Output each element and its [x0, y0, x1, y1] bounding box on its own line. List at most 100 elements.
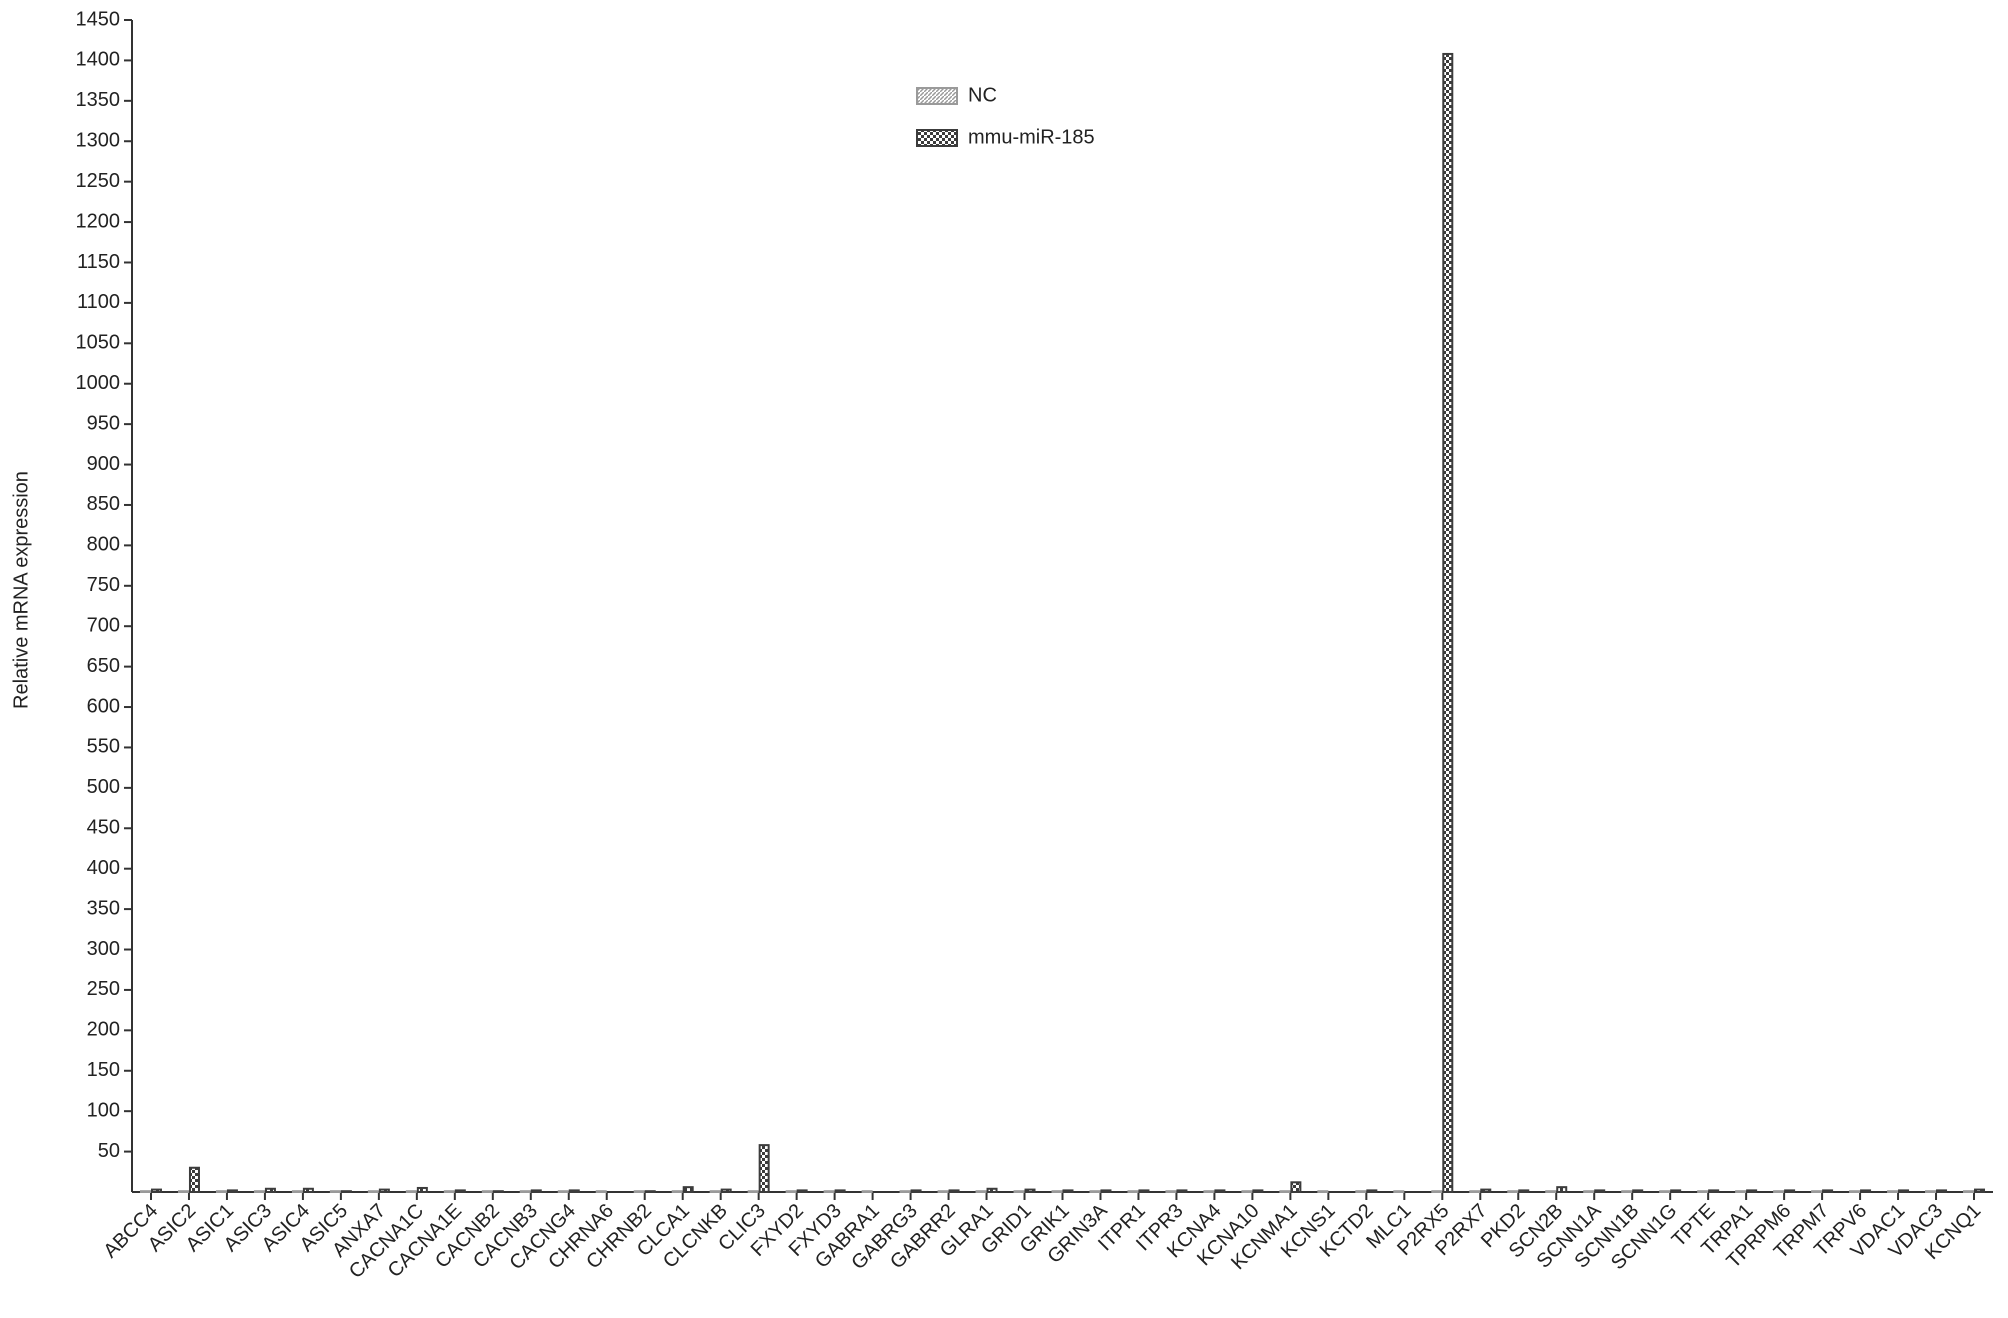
bar: [1393, 1190, 1405, 1194]
bar: [682, 1186, 694, 1194]
y-tick-label: 1250: [76, 170, 121, 192]
bar: [1697, 1190, 1709, 1194]
bar: [1860, 1189, 1872, 1193]
bar: [1735, 1190, 1747, 1194]
bar: [747, 1190, 759, 1194]
bar: [302, 1187, 314, 1193]
bar: [1659, 1190, 1671, 1194]
bar: [758, 1144, 770, 1193]
bar: [1203, 1190, 1215, 1194]
bar: [1936, 1189, 1948, 1193]
bar: [416, 1186, 428, 1193]
legend-label: mmu-miR-185: [968, 126, 1095, 148]
bar: [834, 1189, 846, 1193]
bar: [1176, 1189, 1188, 1193]
bar: [1355, 1190, 1367, 1194]
bar: [568, 1189, 580, 1193]
bar: [1822, 1189, 1834, 1193]
bar: [1621, 1190, 1633, 1194]
bar: [226, 1189, 238, 1193]
bar: [1062, 1189, 1074, 1193]
bar: [1556, 1186, 1568, 1194]
y-tick-label: 950: [87, 412, 120, 434]
y-tick-label: 200: [87, 1019, 120, 1041]
y-tick-label: 850: [87, 493, 120, 515]
bar: [1279, 1190, 1291, 1194]
bar: [443, 1190, 455, 1194]
bar: [1583, 1190, 1595, 1194]
bar: [1963, 1190, 1975, 1194]
y-tick-label: 700: [87, 614, 120, 636]
y-tick-label: 600: [87, 695, 120, 717]
y-tick-label: 550: [87, 736, 120, 758]
y-tick-label: 50: [98, 1140, 120, 1162]
bar: [1089, 1190, 1101, 1194]
bar: [823, 1190, 835, 1194]
bar: [785, 1190, 797, 1194]
bar: [557, 1190, 569, 1194]
legend-label: NC: [968, 84, 997, 106]
bar: [1127, 1190, 1139, 1194]
bar: [519, 1190, 531, 1194]
y-tick-label: 150: [87, 1059, 120, 1081]
bar: [492, 1190, 504, 1194]
y-tick-label: 250: [87, 978, 120, 1000]
bar: [671, 1190, 683, 1194]
y-tick-label: 1000: [76, 372, 121, 394]
y-tick-label: 100: [87, 1099, 120, 1121]
bar: [177, 1190, 189, 1194]
bar: [1507, 1190, 1519, 1194]
bar: [975, 1190, 987, 1194]
y-tick-label: 1150: [77, 251, 120, 273]
bar: [1469, 1190, 1481, 1194]
bar: [1442, 52, 1454, 1193]
y-tick-label: 1300: [76, 130, 121, 152]
bar: [1974, 1188, 1986, 1194]
bar: [899, 1190, 911, 1194]
legend-swatch: [916, 87, 958, 105]
bar: [188, 1166, 200, 1193]
y-tick-label: 500: [87, 776, 120, 798]
bar: [1252, 1189, 1264, 1193]
bar: [253, 1190, 265, 1194]
y-tick-label: 1450: [76, 8, 121, 30]
y-tick-label: 1400: [76, 49, 121, 71]
bar: [1100, 1189, 1112, 1193]
bar: [1925, 1190, 1937, 1194]
bar: [1138, 1189, 1150, 1193]
bar: [291, 1190, 303, 1194]
bar: [644, 1190, 656, 1194]
bar: [1632, 1189, 1644, 1193]
y-tick-label: 750: [87, 574, 120, 596]
bar: [1480, 1188, 1492, 1194]
bar: [1811, 1190, 1823, 1194]
bar: [986, 1187, 998, 1193]
bar: [1518, 1189, 1530, 1193]
bar: [378, 1188, 390, 1194]
bar: [1241, 1190, 1253, 1194]
bar: [861, 1190, 873, 1194]
bar: [1165, 1190, 1177, 1194]
bar: [595, 1190, 607, 1194]
bar: [454, 1189, 466, 1193]
bar: [329, 1190, 341, 1194]
bar: [910, 1189, 922, 1193]
y-tick-label: 650: [87, 655, 120, 677]
bar: [1024, 1188, 1036, 1194]
y-tick-label: 350: [87, 897, 120, 919]
y-tick-label: 1350: [76, 89, 121, 111]
bar: [481, 1190, 493, 1194]
bar: [1013, 1190, 1025, 1194]
bar: [1290, 1181, 1302, 1193]
bar: [139, 1190, 151, 1194]
bar: [215, 1190, 227, 1194]
bar: [1746, 1189, 1758, 1193]
bar: [150, 1188, 162, 1194]
legend-swatch: [916, 129, 958, 147]
bar: [1708, 1189, 1720, 1193]
bar: [948, 1189, 960, 1193]
bar: [367, 1190, 379, 1194]
y-tick-label: 300: [87, 938, 120, 960]
bar: [264, 1187, 276, 1193]
